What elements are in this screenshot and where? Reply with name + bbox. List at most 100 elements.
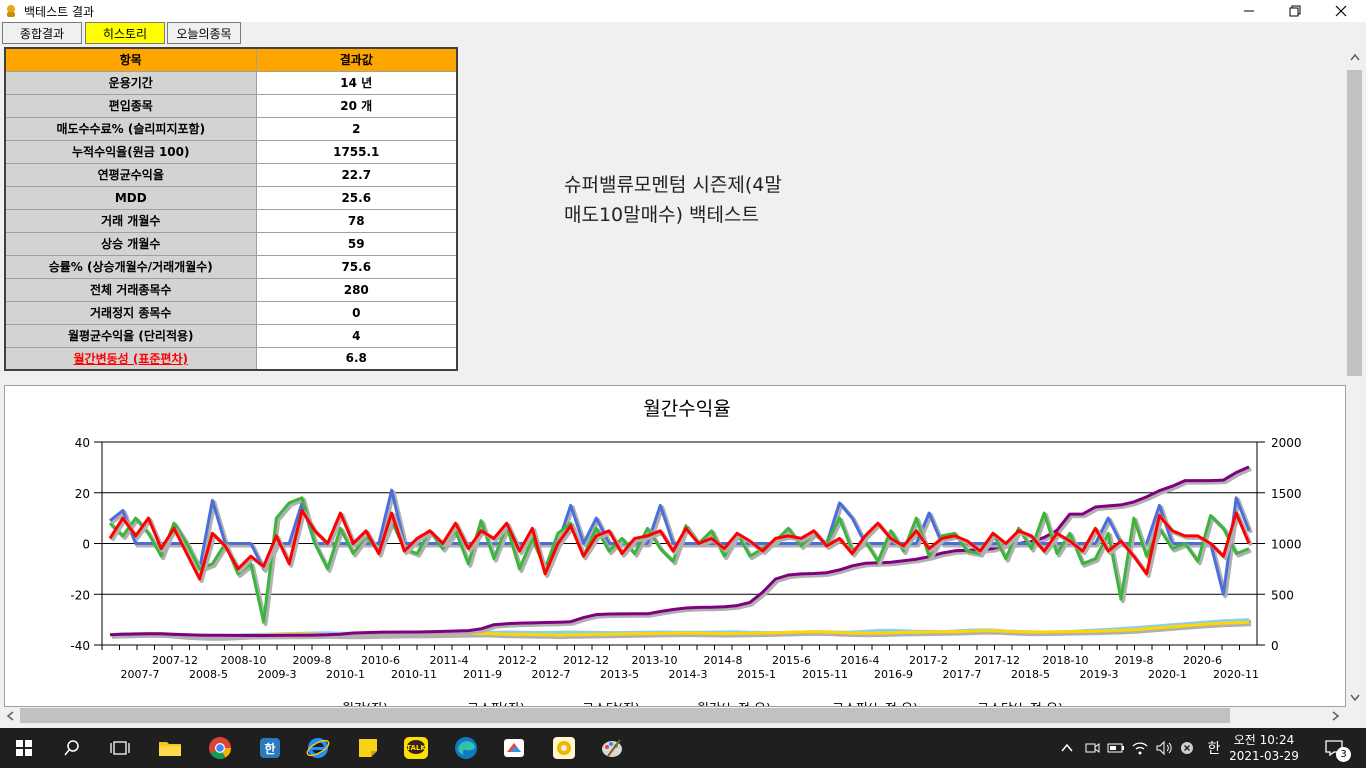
row-key: MDD [4, 185, 257, 210]
meet-now-icon [1085, 743, 1100, 753]
x-tick-label: 2017-2 [909, 654, 948, 667]
x-tick-label: 2007-7 [121, 668, 160, 681]
paint-button[interactable] [588, 728, 636, 768]
close-circle-icon [1181, 742, 1193, 754]
sticky-notes-icon [359, 739, 377, 757]
x-tick-label: 2009-3 [258, 668, 297, 681]
row-key: 거래정지 종목수 [4, 300, 257, 325]
series-shadow [110, 497, 1252, 627]
file-explorer-button[interactable] [146, 728, 194, 768]
y-tick-label-right: 2000 [1271, 436, 1302, 450]
tab-today-stocks[interactable]: 오늘의종목 [167, 22, 241, 44]
chart-title: 월간수익율 [643, 398, 730, 420]
hancom-button[interactable]: 한 [246, 728, 294, 768]
table-row: 누적수익율(원금 100) 1755.1 [4, 139, 458, 164]
x-tick-label: 2013-5 [600, 668, 639, 681]
hancom-label: 한 [264, 741, 276, 756]
table-row: MDD 25.6 [4, 185, 458, 210]
app-icon [504, 739, 524, 757]
x-tick-label: 2019-8 [1115, 654, 1154, 667]
chart-panel: 월간수익율 40 2000 20 1500 0 1000 -20 500 -40 0 2007-12 2… [4, 385, 1346, 707]
row-key: 거래 개월수 [4, 208, 257, 233]
edge-button[interactable] [442, 728, 490, 768]
table-row: 전체 거래종목수 280 [4, 277, 458, 302]
table-row: 연평균수익율 22.7 [4, 162, 458, 187]
table-header-row: 항목 결과값 [4, 47, 458, 72]
x-tick-label: 2018-5 [1011, 668, 1050, 681]
minimize-icon [1244, 10, 1254, 12]
tray-app-icon[interactable] [1080, 728, 1104, 768]
clock[interactable]: 오전 10:24 2021-03-29 [1228, 728, 1300, 768]
y-tick-label-left: 40 [75, 436, 90, 450]
strategy-title: 슈퍼밸류모멘텀 시즌제(4말 매도10말매수) 백테스트 [564, 170, 824, 230]
x-tick-label: 2013-10 [632, 654, 678, 667]
x-tick-label: 2014-3 [669, 668, 708, 681]
app-button[interactable] [490, 728, 538, 768]
row-key: 편입종목 [4, 93, 257, 118]
x-tick-label: 2017-12 [974, 654, 1020, 667]
table-row: 편입종목 20 개 [4, 93, 458, 118]
x-tick-label: 2010-6 [361, 654, 400, 667]
speaker-icon [1156, 740, 1172, 756]
scroll-left-icon[interactable] [5, 710, 15, 722]
show-hidden-icons-button[interactable] [1056, 728, 1078, 768]
row-value: 20 개 [255, 93, 458, 118]
scroll-right-icon[interactable] [1331, 710, 1341, 722]
scroll-up-icon[interactable] [1349, 52, 1361, 62]
horizontal-scroll-thumb[interactable] [20, 708, 1230, 723]
task-view-icon [110, 741, 130, 755]
network-button[interactable] [1128, 728, 1152, 768]
money-app-button[interactable] [540, 728, 588, 768]
vertical-scroll-thumb[interactable] [1347, 70, 1362, 376]
search-button[interactable] [48, 728, 96, 768]
strategy-title-line2: 매도10말매수) 백테스트 [564, 204, 759, 226]
x-tick-label: 2010-11 [391, 668, 437, 681]
x-tick-label: 2008-5 [189, 668, 228, 681]
battery-button[interactable] [1104, 728, 1128, 768]
close-button[interactable] [1318, 0, 1364, 22]
volume-button[interactable] [1152, 728, 1176, 768]
sticky-notes-button[interactable] [344, 728, 392, 768]
x-tick-label: 2018-10 [1043, 654, 1089, 667]
title-bar: 백테스트 결과 [0, 0, 1366, 22]
strategy-title-line1: 슈퍼밸류모멘텀 시즌제(4말 [564, 174, 782, 196]
chrome-button[interactable] [196, 728, 244, 768]
tab-history[interactable]: 히스토리 [85, 22, 165, 44]
y-tick-label-left: -40 [70, 639, 90, 653]
x-tick-label: 2011-9 [463, 668, 502, 681]
task-view-button[interactable] [96, 728, 144, 768]
row-key: 누적수익율(원금 100) [4, 139, 257, 164]
y-tick-label-right: 1000 [1271, 538, 1302, 552]
x-tick-label: 2020-1 [1148, 668, 1187, 681]
legend-label: 월간(좌) [342, 702, 388, 707]
row-key: 상승 개월수 [4, 231, 257, 256]
kakaotalk-button[interactable]: TALK [392, 728, 440, 768]
battery-icon [1107, 743, 1124, 753]
start-button[interactable] [0, 728, 48, 768]
row-value: 75.6 [255, 254, 458, 279]
x-tick-label: 2015-6 [772, 654, 811, 667]
clock-date: 2021-03-29 [1229, 749, 1299, 763]
minimize-button[interactable] [1226, 0, 1272, 22]
ime-indicator[interactable]: 한 [1207, 741, 1221, 757]
search-icon [64, 740, 79, 756]
volatility-link[interactable]: 월간변동성 (표준편차) [4, 346, 257, 371]
x-tick-label: 2012-7 [532, 668, 571, 681]
chevron-up-icon [1061, 743, 1073, 752]
internet-explorer-button[interactable] [294, 728, 342, 768]
row-key: 전체 거래종목수 [4, 277, 257, 302]
row-value: 6.8 [255, 346, 458, 371]
table-row: 월평균수익율 (단리적용) 4 [4, 323, 458, 348]
kakaotalk-label: TALK [406, 744, 426, 752]
row-value: 1755.1 [255, 139, 458, 164]
notification-button[interactable]: 3 [1316, 728, 1352, 768]
status-button[interactable] [1176, 728, 1198, 768]
row-key: 월평균수익율 (단리적용) [4, 323, 257, 348]
maximize-button[interactable] [1272, 0, 1318, 22]
scroll-down-icon[interactable] [1349, 693, 1361, 703]
y-tick-label-left: 20 [75, 487, 90, 501]
table-row: 운용기간 14 년 [4, 70, 458, 95]
summary-table: 항목 결과값 운용기간 14 년 편입종목 20 개 매도수수료% (슬리피지포함)… [4, 47, 458, 371]
tab-summary[interactable]: 종합결과 [2, 22, 82, 44]
table-row: 승률% (상승개월수/거래개월수) 75.6 [4, 254, 458, 279]
